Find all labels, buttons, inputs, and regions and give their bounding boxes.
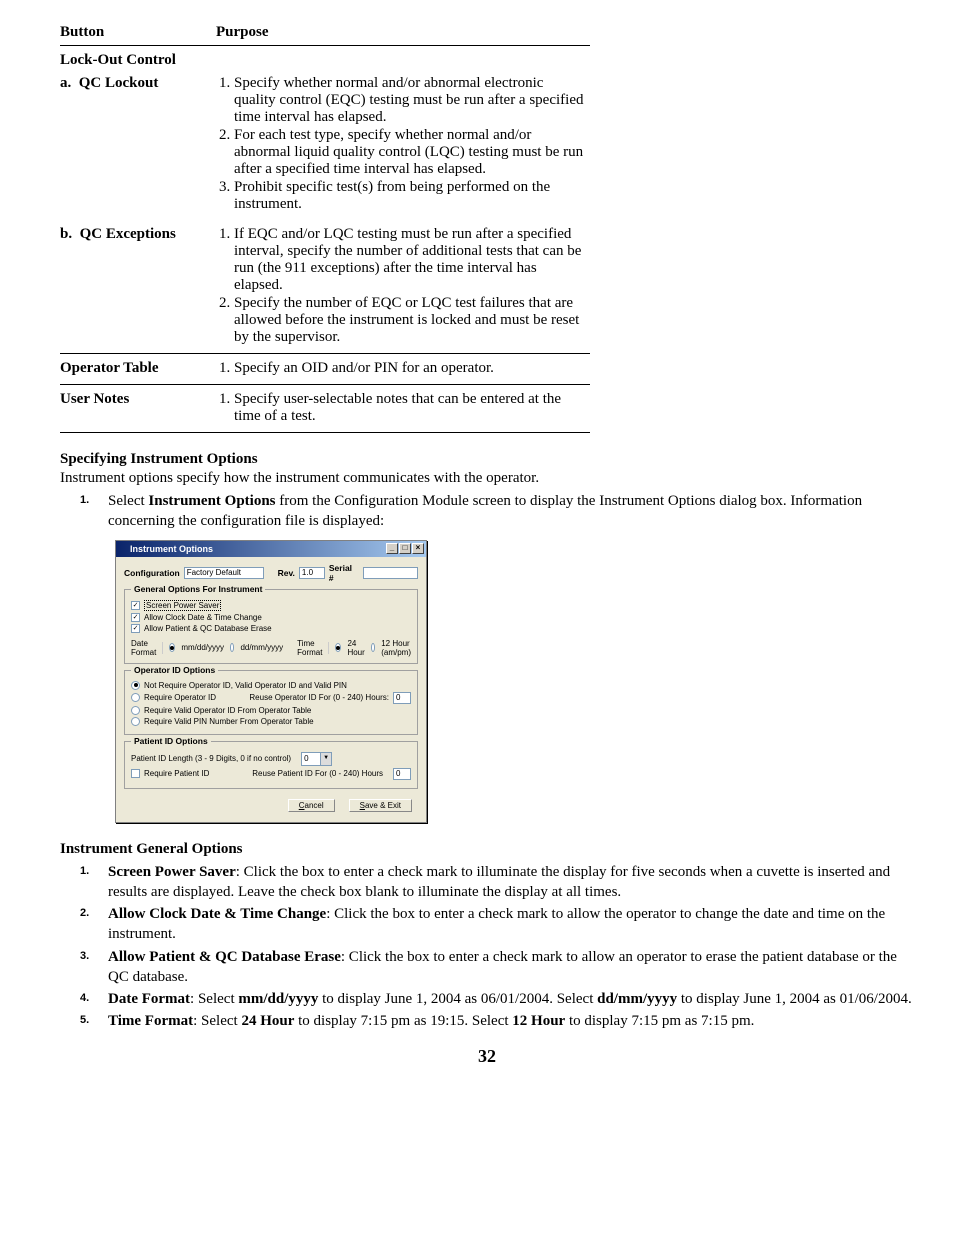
- pat-len-label: Patient ID Length (3 - 9 Digits, 0 if no…: [131, 754, 291, 763]
- maximize-icon[interactable]: □: [399, 543, 411, 554]
- date-mm-radio[interactable]: [169, 643, 175, 652]
- date-dd-radio[interactable]: [230, 643, 234, 652]
- config-label: Configuration: [124, 568, 180, 578]
- row-qc-lockout: a. QC Lockout: [60, 69, 216, 220]
- general-options-group: General Options For Instrument ✓Screen P…: [124, 589, 418, 664]
- row-qc-lockout-purpose: Specify whether normal and/or abnormal e…: [216, 69, 590, 220]
- step-1-marker: 1.: [80, 491, 108, 532]
- gen-item-2: Allow Clock Date & Time Change: Click th…: [108, 904, 914, 945]
- date-format-label: Date Format: [131, 639, 156, 657]
- pat-len-combo[interactable]: 0▼: [301, 752, 332, 766]
- row-operator-table-purpose: Specify an OID and/or PIN for an operato…: [216, 354, 590, 385]
- pat-reuse-field[interactable]: 0: [393, 768, 411, 780]
- save-exit-button[interactable]: Save & Exit: [349, 799, 412, 812]
- clock-change-checkbox[interactable]: ✓: [131, 613, 140, 622]
- gen-item-3: Allow Patient & QC Database Erase: Click…: [108, 947, 914, 988]
- pat-require-checkbox[interactable]: [131, 769, 140, 778]
- time-format-label: Time Format: [297, 639, 322, 657]
- step-1-text: Select Instrument Options from the Confi…: [108, 491, 914, 532]
- screen-saver-checkbox[interactable]: ✓: [131, 601, 140, 610]
- row-qc-exceptions-purpose: If EQC and/or LQC testing must be run af…: [216, 220, 590, 354]
- op-reuse-field[interactable]: 0: [393, 692, 411, 704]
- th-button: Button: [60, 20, 216, 46]
- rev-label: Rev.: [278, 568, 295, 578]
- button-purpose-table: Button Purpose Lock-Out Control a. QC Lo…: [60, 20, 590, 433]
- page-number: 32: [60, 1046, 914, 1067]
- op-valid-table-radio[interactable]: [131, 706, 140, 715]
- minimize-icon[interactable]: _: [386, 543, 398, 554]
- specifying-heading: Specifying Instrument Options: [60, 451, 914, 468]
- patient-id-group: Patient ID Options Patient ID Length (3 …: [124, 741, 418, 789]
- row-user-notes-purpose: Specify user-selectable notes that can b…: [216, 385, 590, 433]
- config-field[interactable]: Factory Default: [184, 567, 264, 579]
- db-erase-checkbox[interactable]: ✓: [131, 624, 140, 633]
- row-qc-exceptions: b. QC Exceptions: [60, 220, 216, 354]
- op-reuse-label: Reuse Operator ID For (0 - 240) Hours:: [249, 693, 389, 702]
- dialog-title: Instrument Options: [118, 544, 213, 554]
- gen-item-4: Date Format: Select mm/dd/yyyy to displa…: [108, 989, 914, 1009]
- general-options-heading: Instrument General Options: [60, 841, 914, 858]
- time-24-radio[interactable]: [335, 643, 341, 652]
- op-require-radio[interactable]: [131, 693, 140, 702]
- op-not-require-radio[interactable]: [131, 681, 140, 690]
- specifying-intro: Instrument options specify how the instr…: [60, 470, 914, 487]
- gen-item-5: Time Format: Select 24 Hour to display 7…: [108, 1011, 914, 1031]
- row-user-notes: User Notes: [60, 385, 216, 433]
- serial-label: Serial #: [329, 563, 359, 583]
- pat-reuse-label: Reuse Patient ID For (0 - 240) Hours: [252, 769, 383, 778]
- serial-field[interactable]: [363, 567, 418, 579]
- dialog-titlebar: Instrument Options _ □ ×: [116, 541, 426, 557]
- gen-item-1: Screen Power Saver: Click the box to ent…: [108, 862, 914, 903]
- rev-field[interactable]: 1.0: [299, 567, 325, 579]
- row-lockout-label: Lock-Out Control: [60, 52, 176, 68]
- instrument-options-dialog: Instrument Options _ □ × Configuration F…: [115, 540, 427, 823]
- th-purpose: Purpose: [216, 20, 590, 46]
- row-operator-table: Operator Table: [60, 354, 216, 385]
- op-valid-pin-radio[interactable]: [131, 717, 140, 726]
- close-icon[interactable]: ×: [412, 543, 424, 554]
- cancel-button[interactable]: Cancel: [288, 799, 335, 812]
- operator-id-group: Operator ID Options Not Require Operator…: [124, 670, 418, 735]
- time-12-radio[interactable]: [371, 643, 375, 652]
